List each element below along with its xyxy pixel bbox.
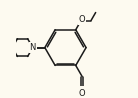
Text: O: O bbox=[79, 89, 85, 98]
Text: O: O bbox=[79, 15, 85, 24]
Text: N: N bbox=[30, 43, 36, 52]
Text: N: N bbox=[30, 43, 36, 52]
